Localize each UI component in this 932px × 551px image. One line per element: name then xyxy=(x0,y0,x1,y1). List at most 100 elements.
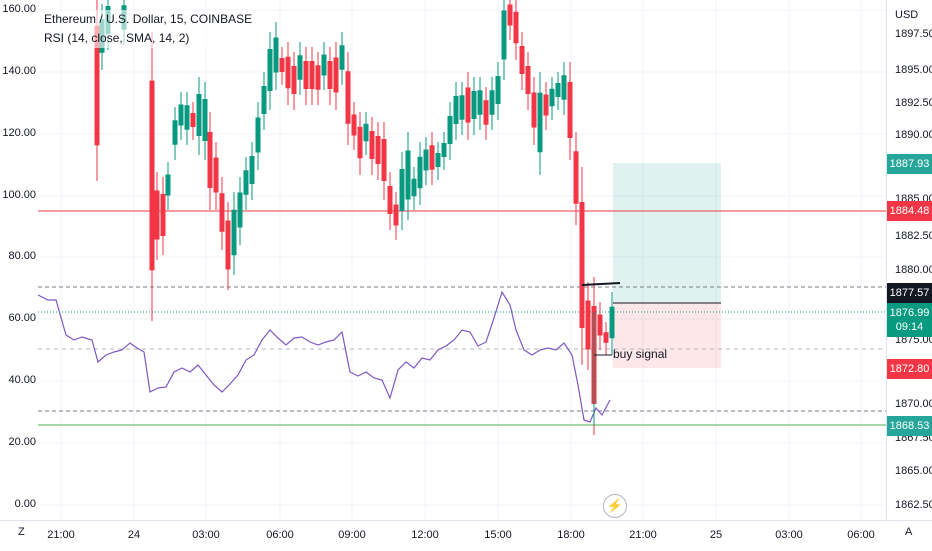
candle-body xyxy=(285,56,291,89)
timezone-toggle[interactable]: Z xyxy=(18,526,25,538)
current-price-tag[interactable]: 1876.99 09:14 xyxy=(887,303,932,337)
right-tick: 1892.50 xyxy=(895,97,932,109)
candle-body xyxy=(507,4,513,26)
chart-legend[interactable]: Ethereum / U.S. Dollar, 15, COINBASE RSI… xyxy=(44,10,253,48)
target-price-tag[interactable]: 1887.93 xyxy=(887,154,932,174)
left-tick: 140.00 xyxy=(2,65,36,77)
time-tick: 06:00 xyxy=(847,529,875,541)
resistance-price-tag[interactable]: 1884.48 xyxy=(887,201,932,221)
target-zone xyxy=(613,163,721,303)
candle-body xyxy=(585,300,591,350)
candle-body xyxy=(543,94,549,116)
current-price: 1876.99 xyxy=(889,307,930,319)
left-price-scale[interactable]: 160.00 140.00 120.00 100.00 80.00 60.00 … xyxy=(0,0,38,520)
stop-zone xyxy=(613,303,721,368)
rsi-indicator-title[interactable]: RSI (14, close, SMA, 14, 2) xyxy=(44,31,190,45)
left-tick: 160.00 xyxy=(2,3,36,15)
candle-body xyxy=(190,113,196,127)
candle-body xyxy=(351,114,357,136)
candle-body xyxy=(477,90,483,115)
rsi-line xyxy=(37,290,611,423)
time-tick: 06:00 xyxy=(266,529,294,541)
entry-price-tag[interactable]: 1877.57 xyxy=(887,283,932,303)
time-tick: 25 xyxy=(709,529,723,541)
candle-body xyxy=(573,151,579,204)
candle-body xyxy=(441,143,447,157)
support-price-tag[interactable]: 1868.53 xyxy=(887,416,932,436)
drawing-trend-line xyxy=(581,282,621,286)
candle-body xyxy=(149,80,155,271)
candle-body xyxy=(160,194,166,236)
candle-body xyxy=(501,10,507,60)
candle-body xyxy=(459,95,465,120)
time-tick: 03:00 xyxy=(192,529,220,541)
left-tick: 20.00 xyxy=(8,436,36,448)
candle-body xyxy=(363,123,369,142)
right-tick: 1875.00 xyxy=(895,334,932,346)
candle-body xyxy=(609,306,615,339)
time-tick: 15:00 xyxy=(484,529,512,541)
candle-body xyxy=(603,332,609,343)
candle-body xyxy=(321,54,327,76)
candle-body xyxy=(453,96,459,124)
right-tick: 1870.00 xyxy=(895,398,932,410)
candle-body xyxy=(483,100,489,125)
time-tick: 24 xyxy=(127,529,141,541)
candle-body xyxy=(267,49,273,91)
time-tick: 18:00 xyxy=(557,529,585,541)
candle-body xyxy=(471,91,477,119)
candle-body xyxy=(243,170,249,195)
candle-body xyxy=(202,99,208,141)
candle-body xyxy=(555,83,561,97)
left-tick: 40.00 xyxy=(8,374,36,386)
candle-body xyxy=(537,92,543,153)
right-price-scale[interactable]: USD 1897.50 1895.00 1892.50 1890.00 1885… xyxy=(886,0,932,520)
candle-body xyxy=(273,37,279,73)
buy-signal-label[interactable]: buy signal xyxy=(613,347,668,361)
candle-body xyxy=(237,192,243,228)
candle-body xyxy=(279,58,285,72)
candle-body xyxy=(249,156,255,184)
candle-body xyxy=(345,71,351,124)
candle-body xyxy=(315,65,321,90)
left-tick: 100.00 xyxy=(2,189,36,201)
time-axis[interactable]: 21:00 24 03:00 06:00 09:00 12:00 15:00 1… xyxy=(0,520,932,551)
candle-body xyxy=(393,204,399,226)
right-tick: 1897.50 xyxy=(895,28,932,40)
bar-countdown: 09:14 xyxy=(895,321,924,333)
candle-body xyxy=(165,174,171,196)
left-tick: 80.00 xyxy=(8,250,36,262)
candle-body xyxy=(196,94,202,136)
auto-scale-toggle[interactable]: A xyxy=(905,526,913,538)
time-tick: 21:00 xyxy=(629,529,657,541)
right-tick: 1882.50 xyxy=(895,230,932,242)
candle-body xyxy=(489,90,495,115)
candle-body xyxy=(303,61,309,89)
candle-body xyxy=(154,190,160,240)
right-tick: 1895.00 xyxy=(895,64,932,76)
candle-body xyxy=(513,11,519,44)
time-tick: 03:00 xyxy=(775,529,803,541)
time-tick: 09:00 xyxy=(338,529,366,541)
lightning-bolt-icon[interactable]: ⚡ xyxy=(603,494,627,518)
candle-body xyxy=(357,126,363,159)
candle-body xyxy=(387,186,393,214)
candle-body xyxy=(405,150,411,200)
candle-body xyxy=(465,87,471,123)
candle-body xyxy=(411,178,417,197)
right-tick: 1890.00 xyxy=(895,129,932,141)
candle-body xyxy=(291,66,297,94)
candle-body xyxy=(297,55,303,80)
candle-body xyxy=(184,105,190,130)
stop-price-tag[interactable]: 1872.80 xyxy=(887,359,932,379)
right-tick: 1862.50 xyxy=(895,499,932,511)
candle-body xyxy=(381,139,387,181)
candle-body xyxy=(429,145,435,170)
candle-body xyxy=(225,220,231,270)
candle-body xyxy=(333,57,339,93)
candle-body xyxy=(231,209,237,256)
right-tick: 1880.00 xyxy=(895,264,932,276)
symbol-title[interactable]: Ethereum / U.S. Dollar, 15, COINBASE xyxy=(44,12,253,26)
